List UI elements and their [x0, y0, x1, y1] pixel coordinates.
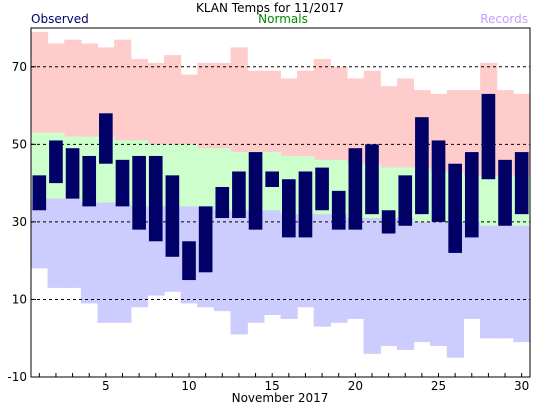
observed-bar-day-1	[32, 175, 47, 211]
records-low-band-day-14	[247, 210, 265, 323]
records-low-band-day-21	[363, 218, 381, 354]
y-tick-label-70: 70	[12, 60, 27, 74]
observed-bar-day-18	[315, 167, 329, 211]
records-low-band-day-19	[330, 214, 348, 323]
x-tick-label-5: 5	[102, 379, 110, 393]
observed-bar-day-27	[464, 152, 479, 238]
observed-bar-day-8	[148, 155, 163, 242]
observed-bars	[32, 93, 529, 281]
observed-bar-day-28	[481, 93, 496, 180]
records-low-band-day-1	[31, 198, 49, 269]
legend-observed: Observed	[31, 12, 89, 26]
records-low-band-day-25	[430, 221, 448, 346]
records-low-band-day-16	[280, 214, 298, 319]
records-low-band-day-22	[380, 218, 398, 346]
records-low-band-day-29	[496, 225, 514, 339]
y-tick-label-10: 10	[12, 292, 27, 306]
records-low-band-day-26	[446, 221, 464, 358]
observed-bar-day-19	[331, 190, 346, 230]
records-low-band-day-23	[396, 218, 415, 350]
y-tick-label--10: -10	[7, 370, 27, 384]
x-tick-label-20: 20	[348, 379, 363, 393]
observed-bar-day-6	[115, 159, 130, 207]
observed-bar-day-16	[282, 179, 296, 238]
legend-normals: Normals	[258, 12, 308, 26]
observed-bar-day-24	[415, 117, 429, 215]
x-tick-label-25: 25	[431, 379, 446, 393]
observed-bar-day-4	[82, 155, 97, 207]
observed-bar-day-21	[365, 144, 379, 215]
x-tick-label-30: 30	[514, 379, 529, 393]
observed-bar-day-30	[514, 152, 529, 215]
observed-bar-day-9	[165, 175, 180, 257]
x-axis: 5 10 15 20 25 30	[38, 373, 529, 393]
observed-bar-day-3	[65, 148, 80, 199]
normals-bar-day-11	[197, 148, 215, 207]
observed-bar-day-25	[431, 140, 446, 222]
observed-bar-day-14	[248, 152, 263, 230]
plot-frame	[30, 27, 531, 378]
observed-bar-day-12	[215, 186, 230, 219]
normals-bar-day-28	[480, 175, 498, 226]
observed-bar-day-22	[381, 210, 396, 234]
y-tick-label-50: 50	[12, 137, 27, 151]
chart-title: KLAN Temps for 11/2017	[196, 1, 344, 15]
observed-bar-day-2	[49, 140, 63, 184]
records-low-band-day-27	[463, 221, 481, 319]
normals-bar-day-22	[380, 167, 398, 219]
observed-bar-day-13	[232, 171, 246, 219]
x-axis-label: November 2017	[232, 391, 329, 405]
records-low-band-day-3	[64, 198, 82, 288]
observed-bar-day-23	[398, 175, 413, 226]
gridlines	[31, 66, 530, 300]
records-low-band-day-13	[230, 210, 248, 335]
records-low-band-day-12	[213, 210, 232, 312]
records-low-band-day-20	[347, 218, 365, 319]
records-low-band-day-15	[263, 210, 281, 315]
records-low-band-day-30	[513, 225, 531, 343]
records-low-band-day-18	[313, 214, 331, 327]
x-tick-label-10: 10	[181, 379, 196, 393]
observed-bar-day-7	[132, 155, 146, 230]
observed-bar-day-20	[348, 148, 363, 230]
records-low-band-day-24	[413, 221, 431, 343]
records-bars	[31, 31, 531, 358]
records-low-band-day-7	[130, 206, 148, 308]
records-low-band-day-28	[480, 225, 498, 339]
observed-bar-day-15	[265, 171, 279, 187]
x-tick-label-15: 15	[265, 379, 280, 393]
records-low-band-day-6	[114, 202, 132, 323]
legend-records: Records	[480, 12, 528, 26]
observed-bar-day-29	[498, 159, 512, 226]
observed-bar-day-5	[99, 113, 113, 164]
observed-bar-day-10	[182, 241, 196, 281]
observed-bar-day-11	[198, 206, 213, 273]
y-tick-label-30: 30	[12, 215, 27, 229]
records-low-band-day-5	[97, 202, 115, 323]
observed-bar-day-17	[298, 171, 313, 238]
observed-bar-day-26	[448, 163, 462, 253]
normals-bar-day-10	[180, 144, 198, 207]
records-low-band-day-4	[80, 202, 99, 304]
y-axis: -10 10 30 50 70	[7, 60, 36, 384]
records-low-band-day-2	[47, 198, 65, 288]
